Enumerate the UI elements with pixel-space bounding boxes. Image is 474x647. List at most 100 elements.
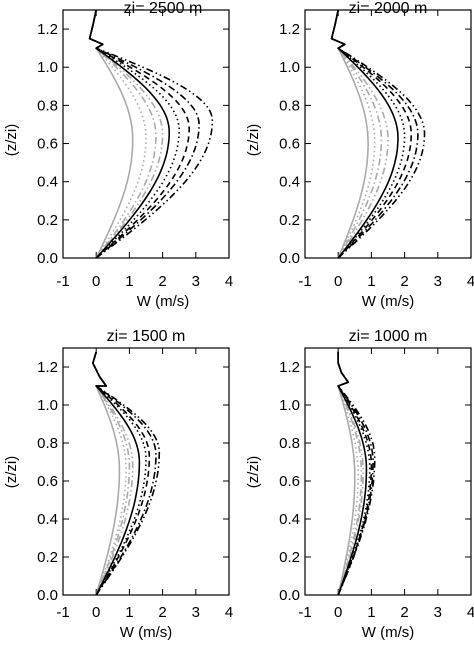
y-tick-label: 0.0 [279,250,300,267]
profile-series-7 [330,9,412,259]
y-tick-label: 1.0 [37,397,58,414]
x-tick-label: 1 [125,273,133,290]
x-tick-label: 0 [334,604,342,621]
profile-series-8 [92,351,157,596]
profile-series-1 [330,9,369,259]
y-tick-label: 0.8 [37,435,58,452]
profile-series-4 [330,9,389,259]
profile-series-8 [88,9,200,259]
profile-series-4 [92,351,134,596]
y-tick-label: 0.0 [37,250,58,267]
y-tick-label: 1.0 [279,59,300,76]
x-tick-label: 1 [367,604,375,621]
y-tick-label: 0.2 [279,549,300,566]
x-axis-label: W (m/s) [137,293,189,310]
x-tick-label: 3 [192,604,200,621]
x-tick-label: 2 [158,273,166,290]
y-tick-label: 1.2 [279,359,300,376]
panel-zi-2500: zi= 2500 m (z/zi) W (m/s) -1 0 1 2 3 4 0.0 0.2 0… [3,0,233,310]
x-tick-label: 1 [367,273,375,290]
y-tick-label: 1.0 [279,397,300,414]
plot-frame [62,347,230,596]
x-tick-label: 3 [434,604,442,621]
profile-series-2 [337,351,359,596]
profile-series-6 [92,351,147,596]
y-tick-label: 0.8 [279,435,300,452]
plot-frame [62,9,230,259]
profile-series-2 [330,9,376,259]
y-tick-label: 1.0 [37,59,58,76]
profile-series-5 [330,9,399,259]
y-tick-label: 0.4 [37,511,58,528]
panel-zi-1000: zi= 1000 m (z/zi) W (m/s) -1 0 1 2 3 4 0.0 0.2 0… [245,328,474,641]
x-axis-label: W (m/s) [362,293,414,310]
y-axis-label: (z/zi) [3,456,20,489]
x-axis-label: W (m/s) [362,624,414,641]
tick-labels: -1 0 1 2 3 4 0.0 0.2 0.4 0.6 0.8 1.0 1.2 [279,21,474,290]
tick-labels: -1 0 1 2 3 4 0.0 0.2 0.4 0.6 0.8 1.0 1.2 [37,359,233,621]
x-tick-label: 1 [125,604,133,621]
profile-series-9 [88,9,214,259]
y-tick-label: 0.4 [279,174,300,191]
tick-marks [304,348,472,596]
profile-series-5 [88,9,170,259]
x-tick-label: -1 [298,604,311,621]
profile-series-7 [88,9,190,259]
x-axis-label: W (m/s) [120,624,172,641]
x-tick-label: 4 [225,273,233,290]
x-tick-label: 0 [92,273,100,290]
x-tick-label: 2 [158,604,166,621]
x-tick-label: 3 [434,273,442,290]
panel-zi-1500: zi= 1500 m (z/zi) W (m/s) -1 0 1 2 3 4 0.0 0.2 0… [3,328,233,641]
profile-series-7 [92,351,151,596]
y-tick-label: 0.8 [279,97,300,114]
tick-labels: -1 0 1 2 3 4 0.0 0.2 0.4 0.6 0.8 1.0 1.2 [279,359,474,621]
y-tick-label: 0.4 [37,174,58,191]
panel-title: zi= 2500 m [124,0,203,17]
y-tick-label: 0.0 [37,587,58,604]
profile-series-9 [337,351,376,596]
y-tick-label: 0.6 [279,136,300,153]
x-tick-label: 4 [467,604,474,621]
x-tick-label: 0 [92,604,100,621]
profile-curves [88,9,214,259]
y-tick-label: 0.2 [279,212,300,229]
plot-frame [304,347,472,596]
x-tick-label: -1 [298,273,311,290]
profile-series-4 [88,9,164,259]
x-tick-label: 3 [192,273,200,290]
profile-series-9 [92,351,161,596]
y-tick-label: 0.2 [37,212,58,229]
tick-labels: -1 0 1 2 3 4 0.0 0.2 0.4 0.6 0.8 1.0 1.2 [37,21,233,290]
y-axis-label: (z/zi) [245,456,262,489]
x-tick-label: -1 [56,604,69,621]
y-tick-label: 1.2 [37,21,58,38]
profile-series-9 [330,9,426,259]
y-tick-label: 0.4 [279,511,300,528]
y-tick-label: 0.6 [279,473,300,490]
profile-series-3 [330,9,383,259]
profile-series-8 [337,351,374,596]
profile-curves [330,9,426,259]
profile-series-1 [337,351,356,596]
profile-series-6 [330,9,406,259]
x-tick-label: 4 [225,604,233,621]
plot-frame [304,9,472,259]
y-tick-label: 1.2 [279,21,300,38]
tick-marks [62,348,230,596]
profile-series-5 [337,351,368,596]
y-tick-label: 0.6 [37,473,58,490]
x-tick-label: -1 [56,273,69,290]
panel-title: zi= 2000 m [349,0,428,17]
panel-title: zi= 1500 m [107,328,186,345]
y-tick-label: 1.2 [37,359,58,376]
x-tick-label: 2 [400,604,408,621]
profile-series-4 [337,351,364,596]
y-tick-label: 0.2 [37,549,58,566]
profile-series-6 [337,351,371,596]
x-tick-label: 0 [334,273,342,290]
profile-series-1 [88,9,134,259]
x-tick-label: 4 [467,273,474,290]
y-axis-label: (z/zi) [245,124,262,157]
